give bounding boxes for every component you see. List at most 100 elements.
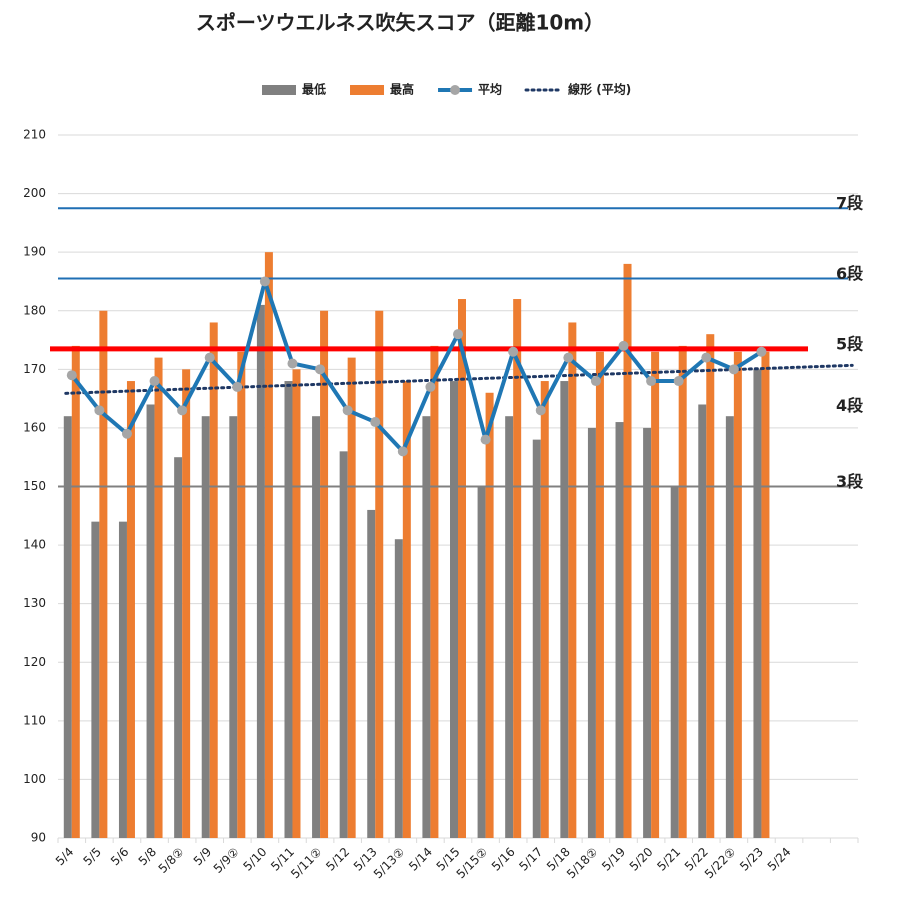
trendline	[64, 363, 854, 395]
x-tick-label: 5/14	[406, 845, 435, 874]
line-marker	[453, 329, 463, 340]
line-marker	[287, 358, 298, 369]
bar	[733, 351, 742, 838]
y-tick-label: 130	[23, 596, 46, 610]
legend-swatch	[350, 85, 385, 95]
line-marker	[397, 446, 408, 457]
bar	[71, 345, 80, 838]
x-tick-label: 5/6	[108, 845, 132, 869]
line-marker	[701, 352, 712, 363]
y-tick-label: 120	[23, 655, 46, 669]
bar	[458, 299, 466, 838]
line-marker	[590, 376, 601, 387]
line-marker	[315, 364, 326, 375]
bar	[201, 416, 210, 838]
bar	[229, 416, 238, 838]
legend-swatch	[450, 85, 461, 95]
x-tick-label: 5/21	[654, 845, 683, 874]
bar	[312, 416, 321, 838]
bar	[256, 304, 265, 838]
band-label: 6段	[836, 264, 864, 283]
bar	[375, 310, 384, 838]
line-marker	[204, 352, 215, 363]
bar	[422, 416, 431, 838]
bar	[568, 322, 577, 838]
bar	[63, 416, 72, 838]
line-marker	[370, 417, 381, 428]
bar	[339, 451, 348, 838]
y-tick-label: 190	[23, 245, 46, 259]
legend-label: 最低	[302, 82, 326, 97]
bar	[394, 539, 403, 838]
line-marker	[425, 381, 436, 392]
band-label: 3段	[836, 472, 864, 491]
y-tick-label: 200	[23, 186, 46, 200]
chart-title: スポーツウエルネス吹矢スコア（距離10m）	[196, 11, 604, 35]
bar	[615, 422, 624, 838]
x-tick-label: 5/11②	[288, 845, 325, 882]
legend-label: 最高	[390, 82, 414, 97]
bar	[320, 310, 329, 838]
x-tick-label: 5/16	[489, 845, 518, 874]
line-marker	[232, 381, 243, 392]
legend-label: 線形 (平均)	[568, 82, 631, 97]
x-tick-label: 5/5	[80, 845, 104, 869]
y-tick-label: 90	[31, 831, 46, 845]
bar	[643, 427, 652, 838]
bar	[182, 369, 191, 838]
bar	[698, 404, 707, 838]
bar	[292, 369, 301, 838]
bar	[209, 322, 218, 838]
line-marker	[563, 352, 574, 363]
y-tick-label: 140	[23, 538, 46, 552]
line	[70, 279, 763, 454]
bar	[146, 404, 155, 838]
line-marker	[259, 276, 270, 287]
x-tick-label: 5/24	[765, 845, 794, 874]
legend-swatch	[262, 85, 296, 95]
bar	[99, 310, 108, 838]
bar	[367, 509, 376, 838]
x-tick-label: 5/22②	[702, 845, 739, 882]
x-tick-label: 5/20	[627, 845, 656, 874]
band-label: 5段	[836, 334, 864, 353]
bar	[477, 486, 486, 838]
bar	[237, 351, 246, 838]
y-tick-label: 160	[23, 420, 46, 434]
band-label: 4段	[836, 396, 864, 415]
line-marker	[177, 405, 188, 416]
bar	[154, 357, 163, 838]
x-tick-label: 5/12	[323, 845, 352, 874]
bar	[651, 351, 660, 838]
x-tick-label: 5/23	[737, 845, 766, 874]
x-tick-label: 5/9②	[211, 845, 242, 876]
line-marker	[121, 428, 132, 439]
bar	[174, 457, 183, 838]
bar	[532, 439, 541, 838]
line-marker	[673, 376, 684, 387]
x-tick-label: 5/19	[599, 845, 628, 874]
x-tick-label: 5/15②	[454, 845, 491, 882]
x-tick-label: 5/18②	[564, 845, 601, 882]
y-tick-label: 100	[23, 772, 46, 786]
bar	[485, 392, 494, 838]
bar	[540, 381, 549, 838]
bar	[264, 252, 273, 838]
line-marker	[646, 376, 657, 387]
x-tick-label: 5/13②	[371, 845, 408, 882]
bar	[623, 263, 632, 839]
x-tick-label: 5/8②	[156, 845, 187, 876]
bar	[402, 381, 411, 838]
y-tick-label: 110	[23, 713, 46, 727]
y-tick-label: 180	[23, 303, 46, 317]
legend-label: 平均	[478, 82, 502, 97]
bar	[513, 299, 522, 838]
bar	[670, 486, 679, 838]
line-marker	[535, 405, 546, 416]
bar	[347, 357, 356, 838]
bar	[706, 334, 715, 838]
line-marker	[508, 346, 519, 357]
line-marker	[94, 405, 105, 416]
bar	[560, 381, 569, 838]
